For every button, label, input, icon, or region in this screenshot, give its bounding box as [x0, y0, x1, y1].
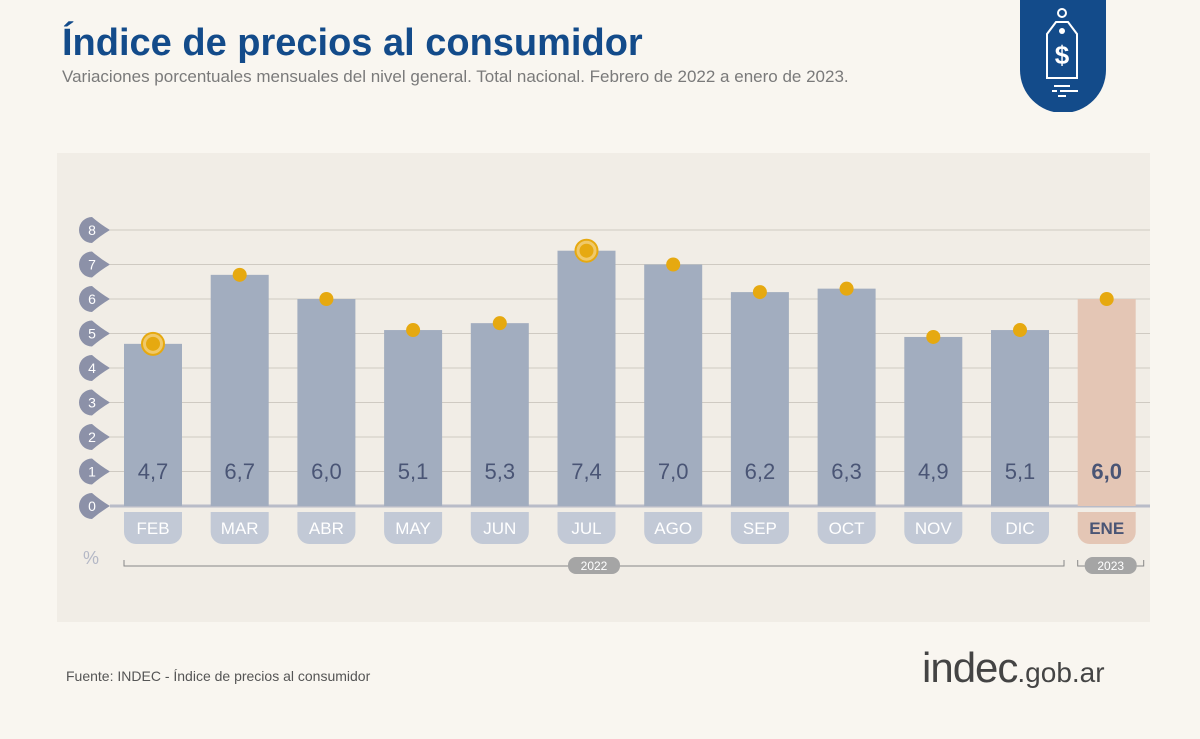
- x-tick-tab: [124, 512, 182, 544]
- y-tick-bubble: [79, 251, 110, 278]
- x-tick-label: ABR: [309, 519, 344, 538]
- page-subtitle: Variaciones porcentuales mensuales del n…: [62, 67, 849, 86]
- point-marker: [146, 336, 160, 351]
- year-pill: [1084, 557, 1137, 574]
- y-tick-label: 8: [88, 222, 96, 238]
- indec-brand-logo: indec.gob.ar: [922, 644, 1105, 692]
- bar-value-label: 5,1: [1005, 459, 1036, 484]
- x-tick-tab: [644, 512, 703, 544]
- bar-value-label: 7,4: [571, 459, 602, 484]
- x-tick-label: MAY: [395, 519, 431, 538]
- year-pill: [568, 557, 620, 574]
- bar-mar: [210, 274, 269, 506]
- svg-text:$: $: [1055, 40, 1070, 70]
- bar-value-label: 5,1: [398, 459, 429, 484]
- x-tick-tab: [730, 512, 789, 544]
- point-marker: [926, 329, 941, 344]
- bar-value-label: 5,3: [485, 459, 516, 484]
- x-tick-tab: [1077, 512, 1136, 544]
- price-tag-dollar-icon: $: [1020, 0, 1106, 112]
- bar-feb: [124, 343, 182, 506]
- y-tick-label: 2: [88, 429, 96, 445]
- y-tick-bubble: [79, 320, 110, 347]
- point-marker: [492, 316, 507, 331]
- y-tick-label: 6: [88, 291, 96, 307]
- x-tick-label: NOV: [915, 519, 953, 538]
- point-marker: [232, 267, 247, 282]
- bar-oct: [817, 288, 876, 506]
- bar-value-label: 6,3: [831, 459, 862, 484]
- x-tick-tab: [384, 512, 443, 544]
- bar-dic: [991, 330, 1049, 506]
- y-tick-label: 7: [88, 257, 96, 273]
- brand-domain: .gob.ar: [1017, 657, 1105, 688]
- x-tick-label: MAR: [221, 519, 259, 538]
- x-tick-tab: [557, 512, 616, 544]
- y-tick-label: 1: [88, 464, 96, 480]
- x-tick-tab: [297, 512, 356, 544]
- bar-ene: [1077, 299, 1136, 506]
- x-tick-label: JUN: [483, 519, 516, 538]
- source-note: Fuente: INDEC - Índice de precios al con…: [66, 668, 371, 684]
- point-marker: [406, 323, 421, 338]
- point-marker: [319, 292, 334, 306]
- bar-sep: [730, 292, 789, 506]
- point-marker: [579, 243, 594, 258]
- bar-jul: [557, 250, 616, 506]
- bar-nov: [904, 336, 963, 506]
- bar-value-label: 6,0: [1091, 459, 1122, 484]
- x-tick-label: JUL: [571, 519, 601, 538]
- bar-value-label: 6,0: [311, 459, 342, 484]
- y-tick-bubble: [79, 355, 110, 381]
- bar-ago: [644, 264, 703, 506]
- bar-value-label: 4,7: [138, 459, 169, 484]
- bar-may: [384, 330, 443, 506]
- point-marker: [1099, 292, 1114, 306]
- y-axis-unit: %: [83, 548, 99, 568]
- x-tick-label: AGO: [654, 519, 692, 538]
- bar-jun: [470, 323, 529, 506]
- x-tick-tab: [991, 512, 1049, 544]
- x-tick-label: OCT: [829, 519, 865, 538]
- bar-value-label: 6,2: [745, 459, 776, 484]
- year-label: 2022: [581, 559, 608, 573]
- x-tick-tab: [817, 512, 876, 544]
- point-marker: [839, 281, 854, 296]
- x-tick-tab: [470, 512, 529, 544]
- x-tick-label: ENE: [1089, 519, 1124, 538]
- bar-abr: [297, 299, 356, 506]
- y-tick-bubble: [79, 389, 110, 416]
- bar-value-label: 7,0: [658, 459, 689, 484]
- bar-value-label: 4,9: [918, 459, 949, 484]
- x-tick-label: DIC: [1005, 519, 1034, 538]
- point-marker: [1013, 323, 1027, 338]
- y-tick-bubble: [79, 493, 110, 519]
- y-tick-bubble: [79, 458, 110, 485]
- point-marker: [666, 257, 681, 272]
- point-marker: [752, 285, 767, 300]
- y-tick-bubble: [79, 217, 110, 243]
- x-tick-tab: [904, 512, 963, 544]
- page-title: Índice de precios al consumidor: [62, 22, 643, 64]
- year-label: 2023: [1097, 559, 1124, 573]
- y-tick-bubble: [79, 424, 110, 450]
- y-tick-bubble: [79, 286, 110, 312]
- brand-main: indec: [922, 644, 1018, 691]
- x-tick-label: FEB: [136, 519, 169, 538]
- y-tick-label: 5: [88, 326, 96, 342]
- y-tick-label: 3: [88, 395, 96, 411]
- y-tick-label: 4: [88, 360, 96, 376]
- y-tick-label: 0: [88, 498, 96, 514]
- x-tick-tab: [210, 512, 269, 544]
- x-tick-label: SEP: [743, 519, 777, 538]
- bar-value-label: 6,7: [224, 459, 255, 484]
